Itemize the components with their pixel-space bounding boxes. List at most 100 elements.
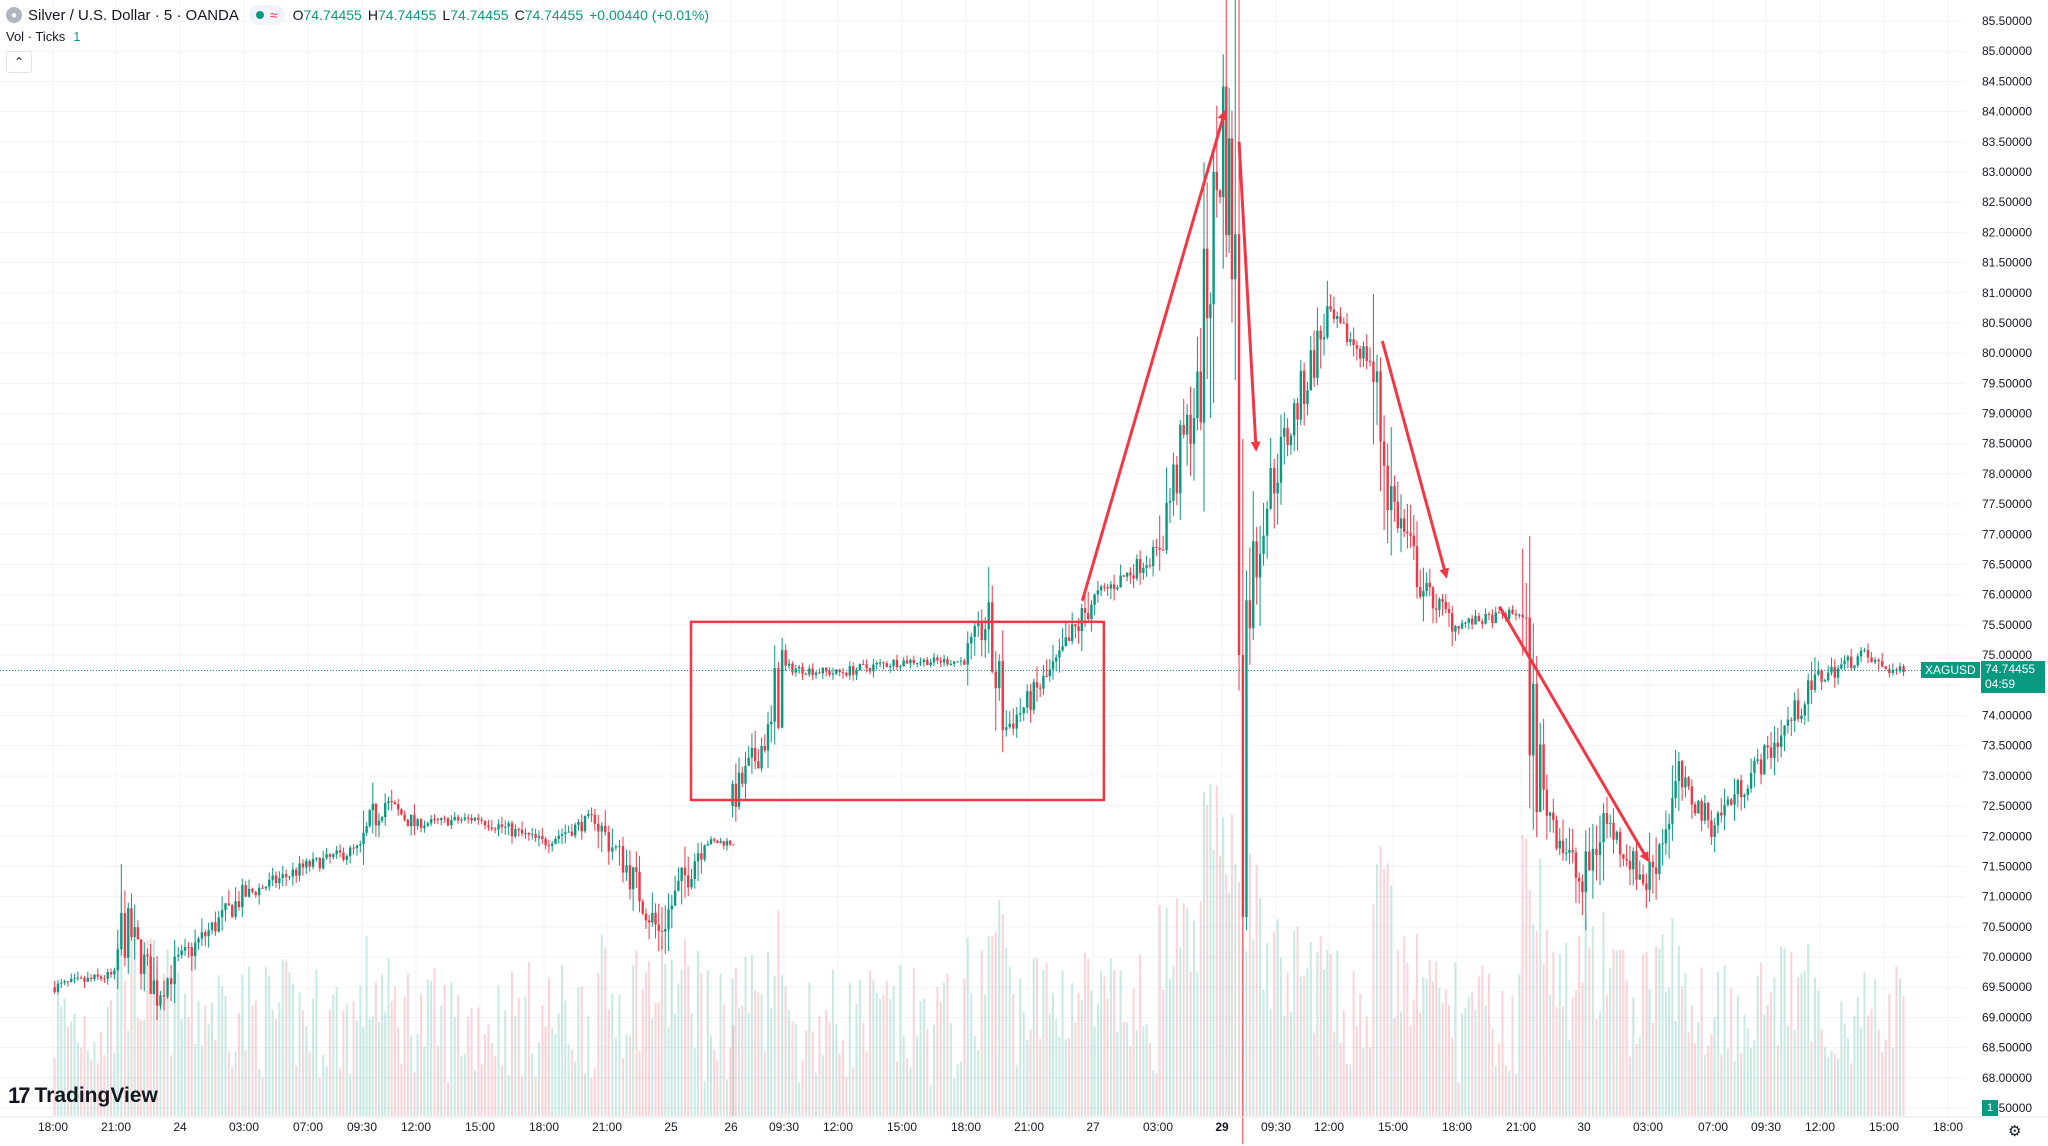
volume-bar [1186, 908, 1189, 1116]
candle-body [1329, 306, 1332, 310]
volume-bar [416, 1033, 419, 1116]
volume-bar [1713, 1017, 1716, 1116]
volume-bar [1148, 1042, 1151, 1116]
candle-body [1823, 680, 1827, 682]
candle-body [1671, 798, 1674, 824]
candle-body [53, 987, 56, 992]
volume-bar [1142, 1026, 1145, 1116]
volume-bar [1763, 1014, 1766, 1116]
market-status-pill[interactable]: ≈ [248, 5, 285, 25]
collapse-legend-button[interactable]: ⌃ [6, 51, 32, 73]
volume-bar [885, 980, 888, 1116]
volume-bar [143, 1019, 146, 1116]
volume-bar [1359, 993, 1362, 1116]
volume-bar [1393, 1017, 1396, 1116]
volume-bar [524, 996, 527, 1116]
candle-body [210, 922, 214, 931]
volume-bar [1733, 1060, 1736, 1116]
volume-bar [1182, 903, 1185, 1116]
volume-bar [1622, 949, 1625, 1116]
candle-body [487, 825, 490, 828]
candle-body [342, 852, 345, 860]
candle-body [570, 831, 574, 836]
candle-body [355, 845, 359, 849]
volume-bar [1303, 975, 1306, 1116]
volume-bar [1687, 1031, 1690, 1116]
chevron-up-icon: ⌃ [13, 55, 25, 69]
volume-bar [984, 994, 987, 1116]
candle-body [1588, 851, 1591, 871]
volume-bar [1074, 1022, 1077, 1116]
candle-body [1706, 803, 1710, 821]
volume-bar [1521, 835, 1524, 1116]
volume-bar [312, 998, 315, 1116]
volume-bar [1545, 929, 1548, 1116]
candle-body [939, 660, 942, 663]
volume-bar [644, 972, 647, 1116]
volume-bar [651, 1017, 654, 1116]
volume-bar [504, 1010, 507, 1116]
volume-bar [959, 1061, 962, 1116]
candle-body [1248, 600, 1252, 629]
candle-body [1012, 723, 1015, 729]
price-axis[interactable]: 85.50000 85.00000 84.50000 84.00000 83.50000… [1982, 14, 2032, 1115]
candle-body [734, 783, 738, 807]
candle-body [1061, 646, 1064, 651]
candle-body [1185, 414, 1189, 435]
time-tick-label: 21:00 [101, 1120, 131, 1134]
volume-bar [892, 985, 895, 1116]
volume-bar [335, 987, 338, 1116]
candle-body [136, 927, 140, 940]
volume-bar [1162, 989, 1165, 1116]
candle-body [1289, 435, 1293, 446]
volume-legend[interactable]: Vol · Ticks 1 [6, 29, 80, 44]
candle-body [1577, 877, 1581, 882]
volume-bar [1135, 1030, 1138, 1116]
last-price-value: 74.74455 [1985, 662, 2036, 676]
candle-body [56, 983, 60, 992]
volume-bar [825, 1009, 828, 1116]
volume-bar [221, 986, 224, 1116]
volume-bar [966, 937, 969, 1116]
volume-bar [1895, 966, 1898, 1116]
volume-bar [693, 1048, 696, 1116]
volume-bar [1504, 1065, 1507, 1116]
drawing-annotations[interactable] [689, 109, 1650, 863]
volume-bar [1568, 1039, 1571, 1116]
volume-bar [946, 973, 949, 1116]
symbol-title[interactable]: Silver / U.S. Dollar · 5 · OANDA [28, 6, 239, 24]
volume-bar [1690, 1005, 1693, 1116]
volume-bar [204, 1005, 207, 1116]
candle-body [1773, 742, 1776, 758]
volume-bar [1365, 1016, 1368, 1116]
time-tick-label: 15:00 [887, 1120, 917, 1134]
volume-bar [387, 957, 390, 1116]
time-tick-label: 21:00 [1506, 1120, 1536, 1134]
volume-bar [1225, 874, 1228, 1116]
candle-body [446, 818, 450, 826]
volume-bar [1045, 963, 1048, 1116]
candle-body [193, 942, 197, 957]
time-axis[interactable]: 18:00 21:00 24 03:00 07:00 09:30 12:00 15:00 18:… [0, 1116, 2048, 1134]
tradingview-logo[interactable]: 17 TradingView [8, 1083, 158, 1109]
candle-body [159, 995, 162, 1006]
time-tick-label: 27 [1086, 1120, 1100, 1134]
volume-bar [618, 994, 621, 1116]
volume-bar [899, 964, 902, 1116]
settings-gear-icon[interactable]: ⚙ [2008, 1123, 2022, 1140]
candle-body [1393, 486, 1396, 502]
volume-bar [926, 1029, 929, 1116]
candle-body [1399, 518, 1403, 529]
volume-bar [63, 998, 66, 1116]
time-tick-label: 03:00 [229, 1120, 259, 1134]
candle-body [123, 913, 127, 958]
candle-body [1372, 361, 1375, 383]
candle-body [1142, 567, 1145, 573]
candle-body [885, 663, 889, 667]
candle-body [973, 626, 976, 637]
candle-body [271, 875, 274, 880]
volume-bar [1119, 970, 1122, 1116]
candle-body [737, 772, 741, 807]
candle-body [318, 858, 322, 869]
